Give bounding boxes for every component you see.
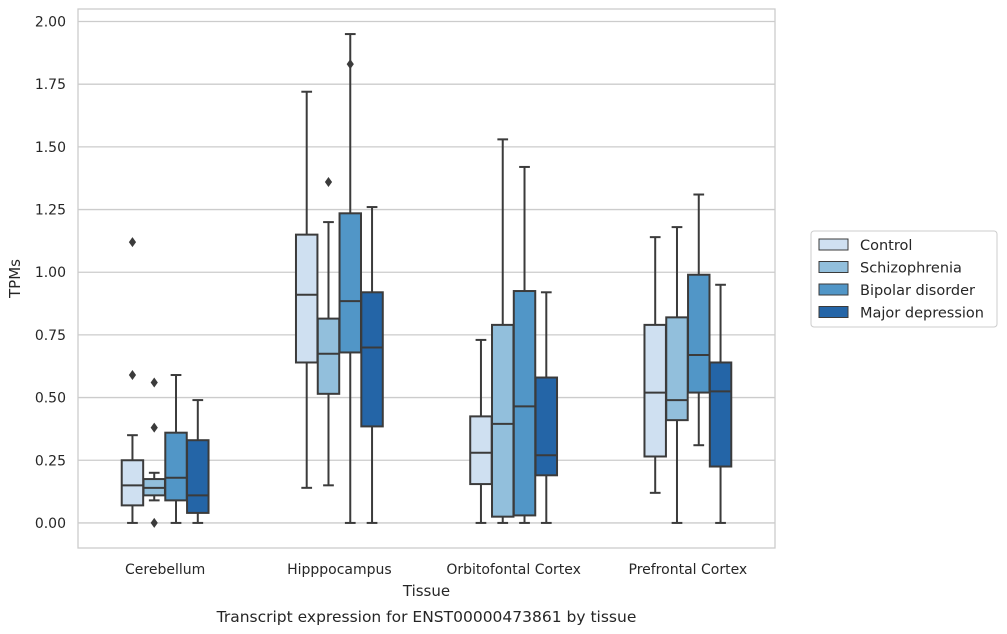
boxes-layer — [120, 33, 733, 528]
figure-caption: Transcript expression for ENST0000047386… — [216, 608, 637, 626]
box-3-0 — [643, 236, 667, 494]
legend-swatch — [818, 261, 849, 273]
x-tick-labels: Cerebellum Hipppocampus Orbitofontal Corte… — [125, 562, 747, 578]
y-tick-label: 2.00 — [35, 15, 66, 31]
legend-label: Schizophrenia — [860, 261, 962, 277]
outlier-point — [324, 176, 333, 187]
box-iqr — [687, 273, 711, 394]
box-iqr — [294, 233, 319, 364]
box-iqr — [186, 439, 210, 514]
box-iqr — [164, 431, 188, 502]
box-2-0 — [469, 338, 493, 524]
legend-swatch — [818, 306, 849, 318]
box-2-2 — [512, 165, 537, 524]
outlier-point — [150, 377, 158, 388]
box-3-2 — [687, 193, 711, 447]
outlier-point — [128, 370, 137, 381]
y-tick-label: 1.25 — [35, 203, 66, 219]
box-iqr — [665, 316, 689, 422]
box-iqr — [469, 415, 493, 486]
box-iqr — [120, 459, 145, 507]
y-axis-title: TPMs — [6, 259, 24, 299]
x-tick-label: Cerebellum — [125, 562, 205, 578]
box-iqr — [708, 361, 733, 468]
box-iqr — [360, 291, 384, 428]
plot-area-frame — [77, 8, 776, 549]
outlier-point — [128, 237, 137, 248]
box-1-1 — [316, 176, 341, 487]
box-iqr — [534, 376, 559, 477]
y-tick-label: 0.25 — [35, 453, 66, 469]
box-3-1 — [665, 226, 689, 524]
legend-frame — [810, 230, 998, 328]
box-iqr — [338, 212, 362, 354]
box-1-3 — [360, 206, 384, 524]
legend-label: Major depression — [860, 306, 984, 322]
outlier-point — [346, 59, 354, 70]
legend-label: Bipolar disorder — [860, 283, 975, 299]
box-2-3 — [534, 291, 559, 524]
box-1-0 — [294, 90, 319, 489]
box-1-2 — [338, 33, 362, 524]
box-2-1 — [491, 138, 515, 524]
legend-swatch — [818, 283, 849, 296]
box-0-0 — [120, 237, 145, 524]
x-tick-label: Hipppocampus — [287, 562, 392, 578]
y-tick-labels: 0.00 0.25 0.50 0.75 1.00 1.25 1.50 1.75 2.00 — [35, 15, 66, 532]
x-tick-label: Orbitofontal Cortex — [446, 562, 581, 578]
outlier-point — [150, 517, 158, 528]
legend: Control Schizophrenia Bipolar disorder Majo… — [810, 230, 998, 328]
y-tick-label: 0.50 — [35, 391, 66, 407]
legend-label: Control — [860, 238, 912, 254]
box-0-3 — [186, 399, 210, 524]
box-0-1 — [142, 377, 166, 528]
box-iqr — [316, 317, 341, 395]
legend-swatch — [818, 238, 849, 251]
outlier-point — [150, 422, 158, 433]
box-iqr — [491, 323, 515, 518]
box-iqr — [643, 323, 667, 458]
box-iqr — [512, 290, 537, 517]
y-tick-label: 1.75 — [35, 77, 66, 93]
box-3-3 — [708, 283, 733, 524]
y-tick-label: 0.00 — [35, 516, 66, 532]
x-tick-label: Prefrontal Cortex — [629, 562, 748, 578]
y-tick-label: 0.75 — [35, 328, 66, 344]
y-tick-label: 1.00 — [35, 265, 66, 281]
y-tick-label: 1.50 — [35, 140, 66, 156]
x-axis-title: Tissue — [402, 582, 450, 600]
